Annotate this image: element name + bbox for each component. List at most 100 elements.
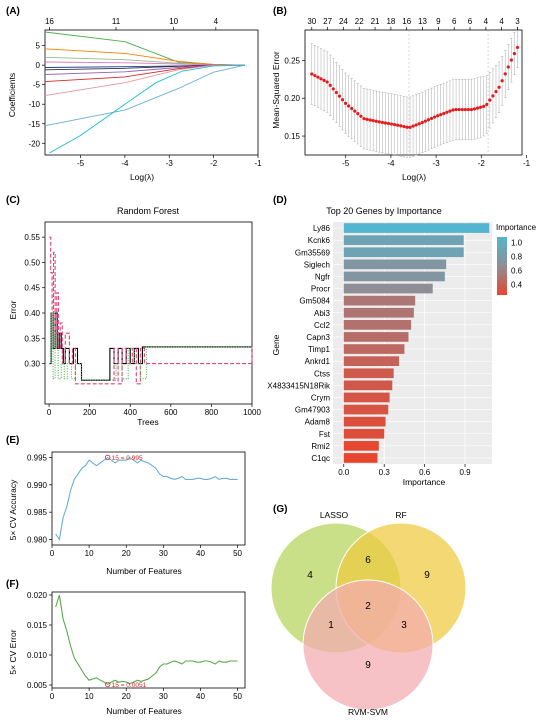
panel-f-cv-error-plot: 15 = 0.0051 0 10 20 30 40 50 0.005 0.010 0.015 0.0…	[27, 591, 246, 701]
panel-label-b: (B)	[273, 6, 287, 17]
panel-d-ylabel: Gene	[271, 334, 281, 355]
importance-bar	[343, 368, 394, 379]
panel-c-x-tick-label: 200	[83, 408, 97, 417]
venn-set-label: RF	[395, 510, 406, 520]
mse-point	[347, 104, 351, 108]
mse-point	[475, 106, 480, 110]
panel-e-ylabel: 5× CV Accuracy	[8, 479, 18, 540]
mse-point	[472, 107, 477, 111]
mse-point	[377, 120, 381, 124]
panel-b-top-tick-label: 16	[402, 17, 411, 26]
coefficient-path-line	[44, 64, 245, 97]
panel-c-x-tick-label: 0	[47, 408, 52, 417]
panel-e-y-tick-label: 0.980	[27, 536, 48, 545]
panel-c-x-tick-label: 1000	[243, 408, 261, 417]
panel-a-xlabel: Log(λ)	[130, 172, 154, 182]
panel-a-y-tick-label: -20	[28, 139, 40, 148]
panel-b-y-tick-label: 0.25	[284, 56, 300, 65]
panel-label-e: (E)	[6, 435, 19, 446]
mse-point	[380, 120, 384, 125]
panel-e-best-point	[104, 454, 111, 461]
mse-point	[334, 90, 338, 95]
mse-point	[512, 51, 517, 56]
mse-point	[337, 94, 342, 98]
mse-point	[340, 98, 345, 102]
importance-bar	[343, 356, 400, 366]
mse-point	[359, 114, 363, 118]
mse-point	[457, 107, 461, 112]
panel-b-top-tick-label: 30	[307, 17, 316, 26]
gene-label: Ctss	[314, 369, 330, 378]
panel-d-x-tick-label: 0.9	[459, 468, 471, 477]
importance-bar	[343, 235, 464, 245]
venn-set-label: RVM-SVM	[348, 707, 388, 717]
venn-region-count: 3	[401, 620, 407, 631]
panel-f-best-annotation: 15 = 0.0051	[112, 682, 147, 689]
mse-point	[331, 87, 335, 91]
panel-c-y-tick-label: 0.55	[24, 233, 40, 242]
venn-region-count: 1	[328, 620, 334, 631]
mse-point	[353, 109, 357, 113]
panel-label-d: (D)	[273, 195, 287, 206]
panel-b-y-tick-label: 0.20	[284, 94, 300, 103]
panel-a-y-tick-label: -10	[28, 100, 40, 109]
importance-bar	[343, 259, 447, 270]
mse-point	[448, 109, 452, 113]
gene-label: Capn3	[306, 333, 330, 342]
panel-d-background	[333, 222, 492, 464]
mse-point	[432, 115, 437, 119]
panel-c-x-tick-label: 600	[164, 408, 178, 417]
panel-f-x-tick-label: 0	[50, 692, 55, 701]
mse-point	[356, 112, 360, 116]
panel-e-y-tick-label: 0.990	[27, 481, 48, 490]
panel-a-x-tick-label: -5	[77, 159, 85, 168]
panel-c-y-tick-label: 0.30	[24, 360, 40, 369]
mse-point	[503, 72, 507, 76]
mse-point	[429, 116, 434, 121]
panel-d-xlabel: Importance	[403, 477, 446, 487]
panel-a-y-tick-label: -5	[33, 81, 41, 90]
mse-point	[469, 107, 474, 112]
oob-error-line	[49, 236, 253, 385]
gene-label: Gm35569	[295, 248, 331, 257]
mse-point	[485, 102, 489, 107]
importance-bar	[343, 223, 490, 233]
venn-set-label: LASSO	[320, 510, 349, 520]
gene-label: X4833415N18Rik	[267, 381, 331, 390]
panel-b-ylabel: Mean-Squared Error	[271, 51, 281, 129]
mse-point	[414, 123, 418, 127]
gene-label: Rmi2	[311, 442, 330, 451]
mse-point	[396, 123, 400, 127]
panel-b-x-tick-label: -1	[523, 159, 531, 168]
panel-b-top-tick-label: 13	[418, 17, 427, 26]
gene-label: Fst	[319, 430, 331, 439]
mse-point	[350, 106, 354, 111]
gene-label: Crym	[311, 393, 330, 402]
panel-b-top-tick-label: 6	[468, 17, 473, 26]
panel-label-a: (A)	[6, 6, 20, 17]
mse-point	[374, 119, 378, 123]
mse-point	[316, 75, 320, 79]
mse-point	[463, 107, 467, 112]
mse-point	[423, 119, 427, 123]
mse-point	[362, 117, 366, 121]
panel-b-top-tick-label: 4	[499, 17, 504, 26]
panel-b-x-tick-label: -5	[342, 159, 350, 168]
importance-bar	[343, 271, 445, 282]
panel-b-frame	[304, 29, 523, 156]
mse-point	[310, 72, 314, 76]
mse-point	[343, 101, 348, 105]
gene-label: Adam8	[305, 418, 331, 427]
gene-label: C1qc	[311, 454, 330, 463]
mse-point	[439, 113, 443, 117]
mse-point	[491, 94, 495, 98]
mse-point	[515, 45, 520, 50]
mse-point	[488, 98, 492, 102]
mse-point	[442, 111, 446, 116]
panel-f-x-tick-label: 40	[196, 692, 205, 701]
mse-point	[313, 73, 317, 78]
mse-point	[399, 124, 403, 128]
mse-point	[426, 118, 431, 122]
gene-label: Ly86	[313, 224, 331, 233]
